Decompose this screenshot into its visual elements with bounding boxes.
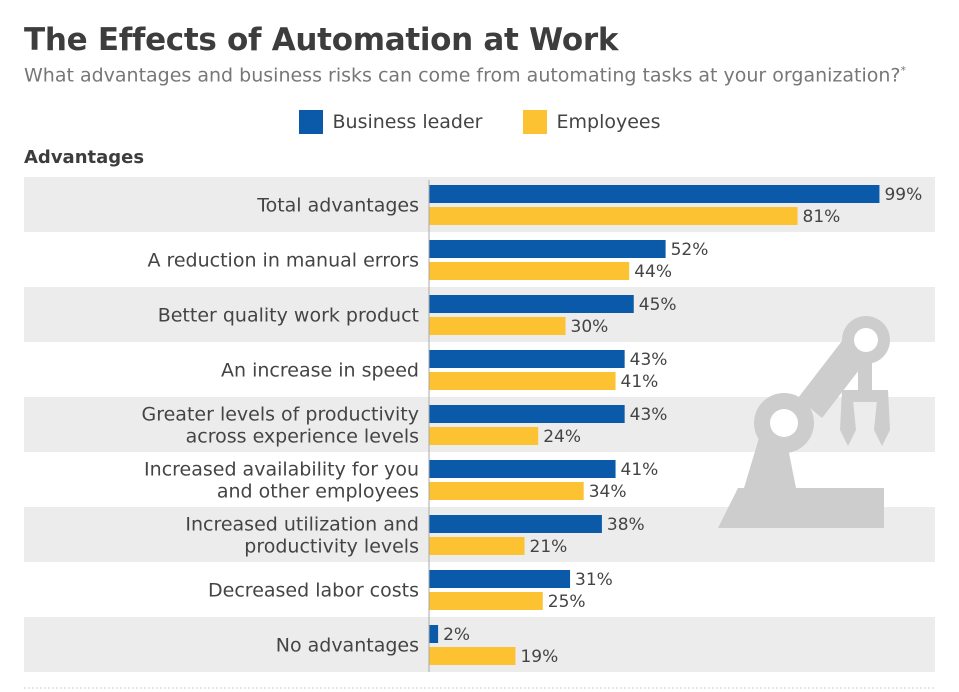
value-label: 24% [543,427,581,447]
category-label-line: A reduction in manual errors [147,250,419,272]
category-label: Increased utilization and productivity le… [185,514,419,558]
robot-gripper-right-shape [874,390,890,446]
category-label-line: Increased utilization and [185,514,419,536]
value-label: 43% [630,350,668,370]
value-label: 41% [621,460,659,480]
chart-subtitle: What advantages and business risks can c… [24,64,907,87]
bar-employees [429,207,798,225]
category-label: An increase in speed [221,360,419,382]
legend-item-employees: Employees [522,110,661,134]
bar-business-leader [429,570,571,588]
category-label-line: Better quality work product [158,305,419,327]
bar-employees [429,427,539,445]
category-label-line: No advantages [276,635,419,657]
category-label-line: Decreased labor costs [208,580,419,602]
bar-employees [429,592,543,610]
category-label-line: and other employees [217,481,419,503]
value-label: 41% [621,372,659,392]
value-label: 2% [443,625,470,645]
bar-business-leader [429,515,602,533]
bar-business-leader [429,625,439,643]
bar-employees [429,482,584,500]
value-label: 34% [589,482,627,502]
robot-arm-illustration [718,316,890,528]
value-label: 81% [803,207,841,227]
legend: Business leader Employees [0,110,959,134]
category-label: Decreased labor costs [208,580,419,602]
category-label-line: across experience levels [186,426,419,448]
bar-employees [429,537,525,555]
legend-label-business-leader: Business leader [332,111,483,133]
footnote-mark: * [900,64,907,77]
robot-base-shape [718,488,884,528]
bars: Total advantages 99% 81% A reduction in man… [142,185,922,667]
bar-employees [429,647,516,665]
bar-employees [429,262,630,280]
legend-swatch-business-leader [298,110,323,134]
robot-elbow-hole-shape [854,328,878,352]
category-label: Increased availability for you and other … [144,459,419,503]
category-label-line: productivity levels [244,536,419,558]
value-label: 38% [607,515,645,535]
category-label: Better quality work product [158,305,419,327]
value-label: 45% [639,295,677,315]
value-label: 43% [630,405,668,425]
category-label: Greater levels of productivity across exp… [142,404,420,448]
value-label: 25% [548,592,586,612]
category-label: A reduction in manual errors [147,250,419,272]
bar-business-leader [429,460,616,478]
robot-gripper-left-shape [840,390,856,446]
value-label: 30% [571,317,609,337]
value-label: 21% [530,537,568,557]
robot-shoulder-hole-shape [770,409,798,437]
bar-business-leader [429,405,625,423]
chart-title: The Effects of Automation at Work [24,22,619,58]
section-label: Advantages [24,147,145,168]
bar-business-leader [429,350,625,368]
bar-business-leader [429,185,880,203]
category-label-line: Greater levels of productivity [142,404,420,426]
value-label: 44% [634,262,672,282]
legend-item-business-leader: Business leader [298,110,483,134]
category-label-line: Total advantages [256,195,419,217]
value-label: 99% [884,185,922,205]
bar-employees [429,372,616,390]
bar-employees [429,317,566,335]
legend-swatch-employees [522,110,547,134]
legend-label-employees: Employees [556,111,661,133]
category-label-line: An increase in speed [221,360,419,382]
bar-business-leader [429,240,666,258]
robot-wrist-shape [858,362,872,390]
category-label: No advantages [276,635,419,657]
value-label: 31% [575,570,613,590]
value-label: 52% [671,240,709,260]
robot-gripper-bar-shape [842,390,888,402]
bar-business-leader [429,295,634,313]
value-label: 19% [520,647,558,667]
category-label: Total advantages [256,195,419,217]
category-label-line: Increased availability for you [144,459,419,481]
